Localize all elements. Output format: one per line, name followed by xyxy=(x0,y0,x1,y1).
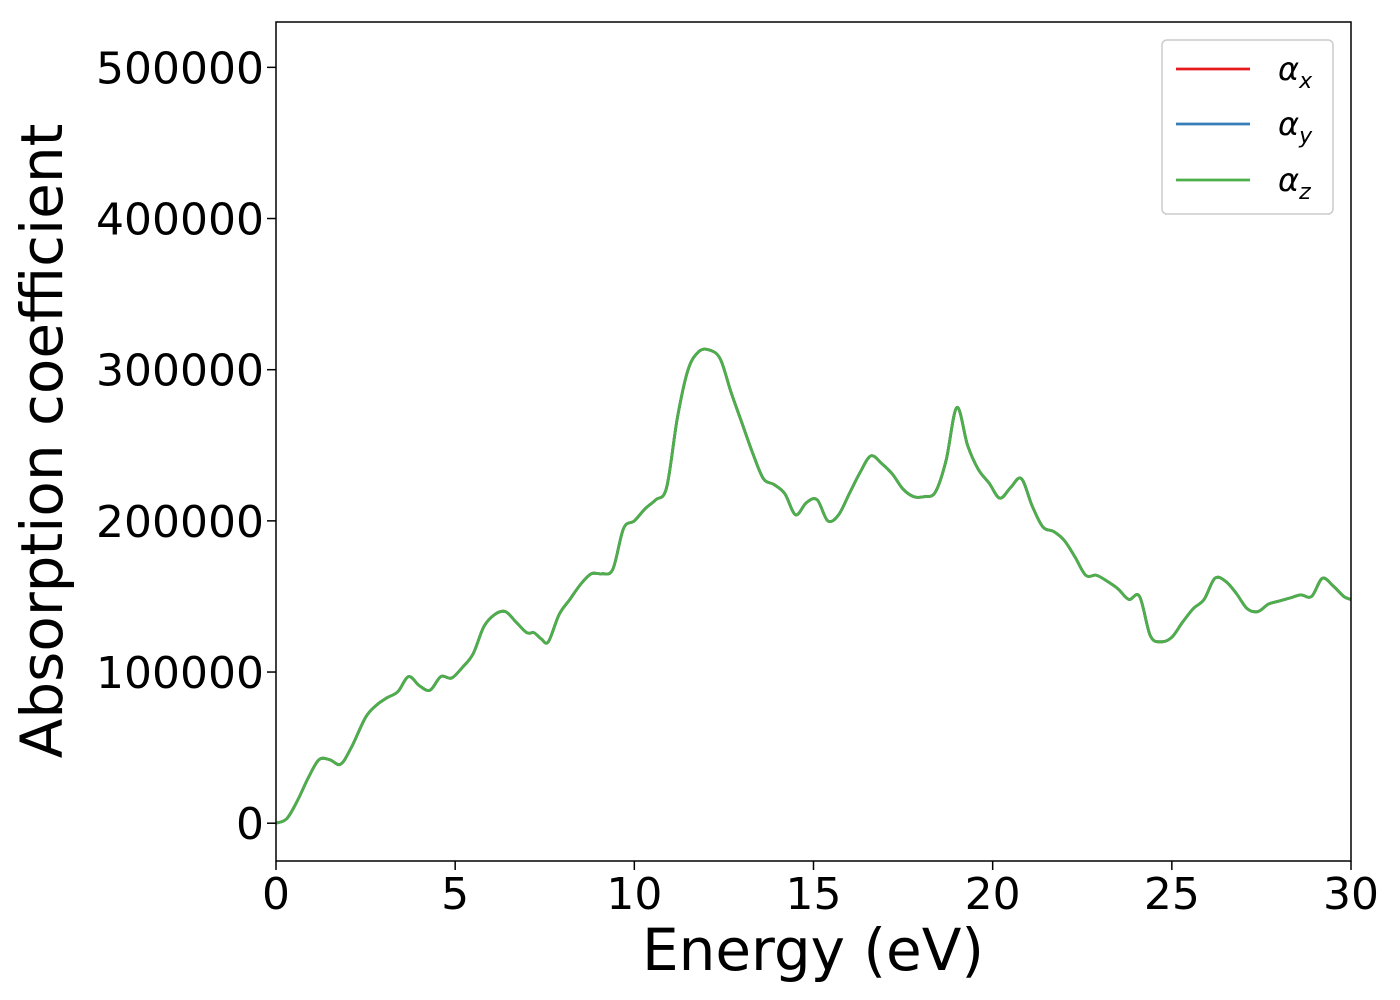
y-axis: 0 100000 200000 300000 400000 500000 xyxy=(96,43,276,850)
series-line-alpha-x xyxy=(276,347,1351,825)
x-tick-label: 20 xyxy=(965,869,1021,920)
x-tick-label: 30 xyxy=(1323,869,1379,920)
y-tick-label: 200000 xyxy=(96,497,264,548)
legend-label: αy xyxy=(1278,105,1313,149)
y-tick-label: 300000 xyxy=(96,346,264,397)
legend-box xyxy=(1161,39,1334,215)
series-line-alpha-y xyxy=(276,347,1351,825)
y-tick-label: 400000 xyxy=(96,195,264,246)
series-line-alpha-z xyxy=(276,347,1351,825)
x-tick-label: 25 xyxy=(1144,869,1200,920)
legend-label: αz xyxy=(1278,161,1311,205)
x-tick-label: 0 xyxy=(262,869,290,920)
x-tick-label: 5 xyxy=(441,869,469,920)
legend-label: αx xyxy=(1278,50,1313,94)
x-tick-label: 10 xyxy=(606,869,662,920)
x-tick-label: 15 xyxy=(786,869,842,920)
y-axis-label: Absorption coefficient xyxy=(8,124,76,759)
legend: αx αy αz xyxy=(1161,39,1334,215)
x-axis: 0 5 10 15 20 25 30 xyxy=(262,861,1379,920)
y-tick-label: 0 xyxy=(236,799,264,850)
y-tick-label: 100000 xyxy=(96,648,264,699)
plot-area xyxy=(276,347,1351,825)
y-tick-label: 500000 xyxy=(96,43,264,94)
x-axis-label: Energy (eV) xyxy=(642,916,984,984)
